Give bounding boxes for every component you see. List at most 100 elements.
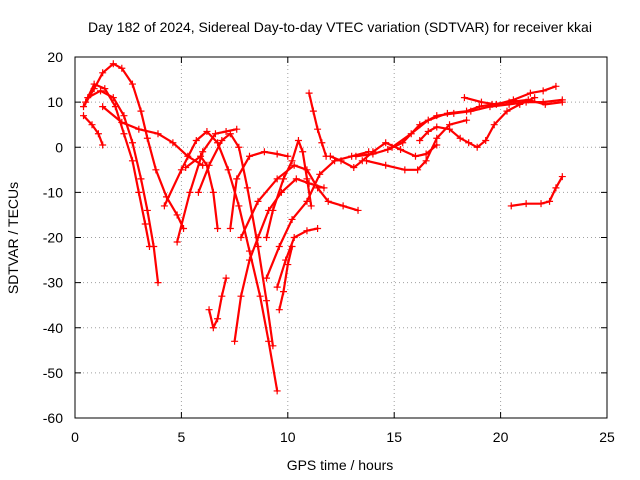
data-point [290,234,298,241]
y-tick-label: 20 [47,49,63,65]
series-trace [278,245,294,311]
series-arc-12 [231,175,328,345]
series-arc-11 [226,148,292,232]
data-point [173,238,181,246]
data-point [424,116,432,124]
data-point [203,127,211,135]
series-arc-9 [182,152,222,232]
data-point [177,166,185,174]
data-point [537,200,545,208]
series-arc-4 [80,112,107,149]
data-point [101,85,109,93]
data-point [314,125,322,133]
data-point [337,157,345,165]
series-arc-24 [460,82,560,108]
data-point [88,121,96,129]
data-point [233,175,241,183]
data-point [233,125,241,133]
data-point [546,197,554,205]
data-point [320,184,328,192]
data-point [197,152,205,160]
data-point [303,227,311,235]
data-point [382,139,390,147]
data-point [118,118,126,126]
data-point [273,283,281,291]
series-arc-15 [263,136,315,241]
data-point [424,127,432,135]
data-point [226,224,234,232]
data-point [194,188,202,196]
data-point [541,100,549,108]
data-point [273,150,281,158]
data-point [558,98,566,106]
data-point [84,94,92,102]
data-point [516,100,524,108]
data-point [99,69,107,77]
data-point [150,243,158,251]
data-point [256,292,264,300]
data-point [235,143,243,151]
data-point [318,139,326,147]
series-trace [176,128,238,244]
data-point [137,175,145,183]
series-arc-17 [275,243,296,314]
x-axis-label: GPS time / hours [287,457,394,473]
data-point [384,146,392,154]
data-point [443,109,451,117]
series-trace [86,89,160,284]
data-point [503,107,511,115]
data-point [80,112,88,120]
data-point [288,215,296,223]
data-point [288,157,296,165]
series-arc-13 [237,161,362,241]
series-arc-21 [352,96,566,160]
data-point [218,292,226,300]
series-layer [80,60,566,395]
data-point [416,136,424,144]
series-arc-16 [273,224,322,291]
data-point [269,206,277,214]
data-point [539,87,547,95]
data-point [214,315,222,323]
data-point [135,188,143,196]
data-point [433,123,441,131]
series-arc-2 [82,80,153,251]
data-point [173,211,181,219]
data-point [192,136,200,144]
y-tick-label: 10 [47,94,63,110]
series-arc-3 [84,87,162,287]
data-point [90,80,98,88]
data-point [492,100,500,108]
data-point [284,261,292,269]
data-point [199,148,207,156]
data-point [263,234,271,241]
data-point [205,306,213,314]
x-tick-label: 25 [599,429,615,445]
data-point [288,243,296,251]
data-point [237,234,245,241]
series-arc-10 [205,274,230,332]
data-point [477,98,485,106]
data-point [118,64,126,72]
data-point [284,152,292,160]
data-point [99,141,107,149]
x-tick-label: 5 [178,429,186,445]
data-point [254,234,262,241]
series-arc-19 [326,139,441,172]
data-point [290,161,298,169]
series-trace [329,141,438,169]
data-point [231,337,239,345]
series-arc-23 [416,94,539,151]
data-point [354,206,362,214]
y-tick-label: -60 [43,410,63,426]
data-point [273,387,281,395]
data-point [303,197,311,205]
data-point [303,175,311,183]
data-point [326,152,334,160]
x-tick-label: 0 [71,429,79,445]
series-arc-25 [507,173,566,210]
series-arc-18 [305,89,330,160]
data-point [522,200,530,208]
data-point [463,116,471,124]
data-point [214,224,222,232]
